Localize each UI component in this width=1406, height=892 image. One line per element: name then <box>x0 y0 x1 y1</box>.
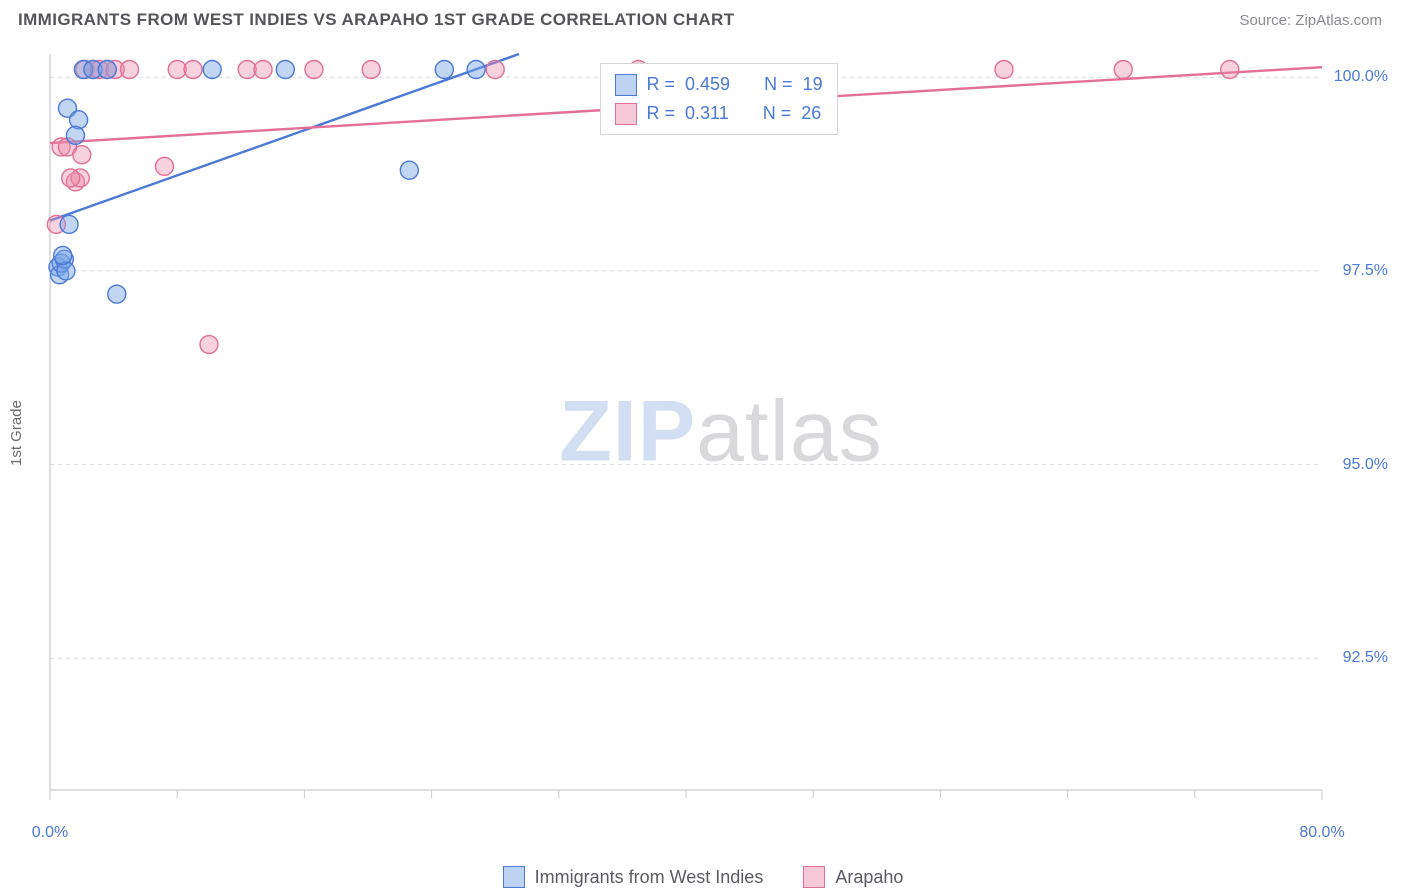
plot-svg <box>46 52 1396 812</box>
y-tick-label: 97.5% <box>1343 262 1388 280</box>
y-tick-label: 92.5% <box>1343 649 1388 667</box>
legend-swatch <box>803 866 825 888</box>
legend-r: R = 0.311 <box>647 99 729 128</box>
legend-label: Immigrants from West Indies <box>535 867 764 888</box>
legend-label: Arapaho <box>835 867 903 888</box>
legend-row: R = 0.459 N = 19 <box>615 70 823 99</box>
x-tick-label: 0.0% <box>32 824 68 842</box>
correlation-legend: R = 0.459 N = 19 R = 0.311 N = 26 <box>600 63 838 135</box>
scatter-plot: ZIPatlas R = 0.459N = 19R = 0.311N = 26 … <box>46 52 1396 812</box>
chart-title: IMMIGRANTS FROM WEST INDIES VS ARAPAHO 1… <box>18 10 734 30</box>
y-tick-label: 100.0% <box>1334 68 1388 86</box>
legend-swatch <box>615 74 637 96</box>
series-legend: Immigrants from West Indies Arapaho <box>0 866 1406 888</box>
legend-row: R = 0.311 N = 26 <box>615 99 823 128</box>
legend-swatch <box>615 103 637 125</box>
legend-swatch <box>503 866 525 888</box>
legend-n: N = 26 <box>763 99 822 128</box>
chart-header: IMMIGRANTS FROM WEST INDIES VS ARAPAHO 1… <box>0 0 1406 36</box>
legend-item: Immigrants from West Indies <box>503 866 764 888</box>
chart-container: 1st Grade ZIPatlas R = 0.459N = 19R = 0.… <box>0 46 1406 892</box>
legend-item: Arapaho <box>803 866 903 888</box>
source-label: Source: ZipAtlas.com <box>1239 12 1382 29</box>
y-tick-label: 95.0% <box>1343 456 1388 474</box>
legend-n: N = 19 <box>764 70 823 99</box>
y-axis-label: 1st Grade <box>8 400 25 466</box>
x-tick-label: 80.0% <box>1299 824 1344 842</box>
legend-r: R = 0.459 <box>647 70 731 99</box>
